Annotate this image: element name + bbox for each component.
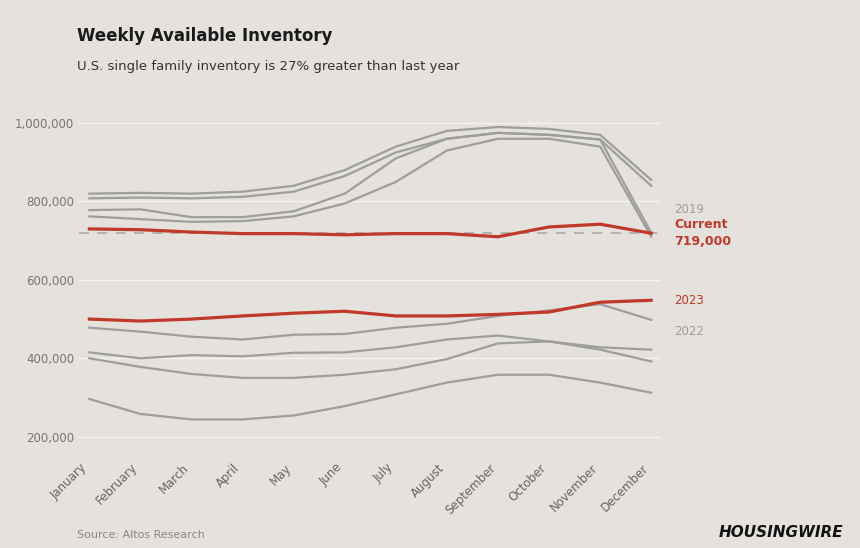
Text: Current
719,000: Current 719,000: [674, 218, 731, 248]
Text: Weekly Available Inventory: Weekly Available Inventory: [77, 27, 333, 45]
Text: 2022: 2022: [674, 325, 704, 338]
Text: U.S. single family inventory is 27% greater than last year: U.S. single family inventory is 27% grea…: [77, 60, 460, 73]
Text: 2023: 2023: [674, 294, 704, 307]
Text: Source: Altos Research: Source: Altos Research: [77, 530, 206, 540]
Text: 2019: 2019: [674, 203, 704, 216]
Text: HOUSINGWIRE: HOUSINGWIRE: [718, 525, 843, 540]
